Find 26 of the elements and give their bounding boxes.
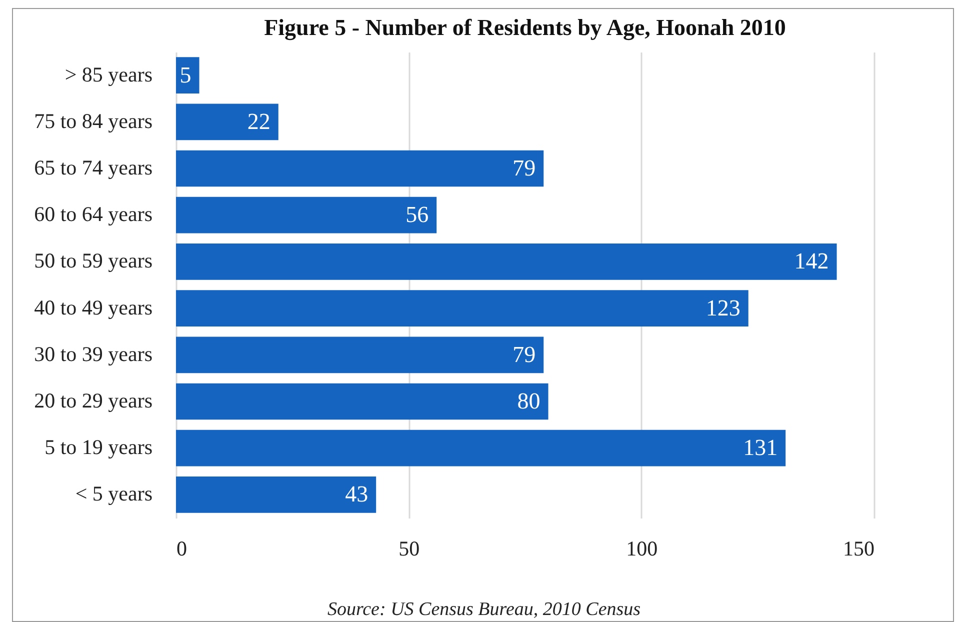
y-tick-label: 40 to 49 years	[34, 295, 152, 320]
y-tick-label: 50 to 59 years	[34, 248, 152, 273]
data-label: 142	[794, 248, 829, 274]
data-label: 131	[743, 435, 778, 460]
source-note: Source: US Census Bureau, 2010 Census	[326, 599, 642, 621]
data-label: 56	[406, 202, 429, 228]
y-tick-label: < 5 years	[75, 482, 152, 506]
y-tick-label: 75 to 84 years	[34, 108, 152, 133]
data-label: 22	[247, 108, 270, 134]
y-tick-label: > 85 years	[64, 62, 152, 86]
y-tick-label: 60 to 64 years	[34, 202, 152, 226]
x-tick-label: 50	[398, 536, 420, 560]
data-label: 79	[512, 342, 536, 367]
data-label: 123	[706, 295, 740, 320]
y-tick-label: 65 to 74 years	[34, 156, 152, 180]
data-label: 5	[180, 62, 192, 88]
x-tick-label: 0	[176, 536, 187, 560]
y-tick-label: 5 to 19 years	[44, 435, 152, 460]
y-tick-label: 20 to 29 years	[34, 388, 152, 412]
chart-title: Figure 5 - Number of Residents by Age, Hoonah 2010	[264, 15, 786, 41]
x-tick-label: 150	[843, 536, 874, 560]
data-label: 80	[517, 388, 540, 414]
x-tick-label: 100	[626, 536, 658, 560]
data-label: 79	[512, 156, 536, 180]
y-tick-label: 30 to 39 years	[34, 342, 152, 366]
data-label: 43	[345, 482, 368, 507]
